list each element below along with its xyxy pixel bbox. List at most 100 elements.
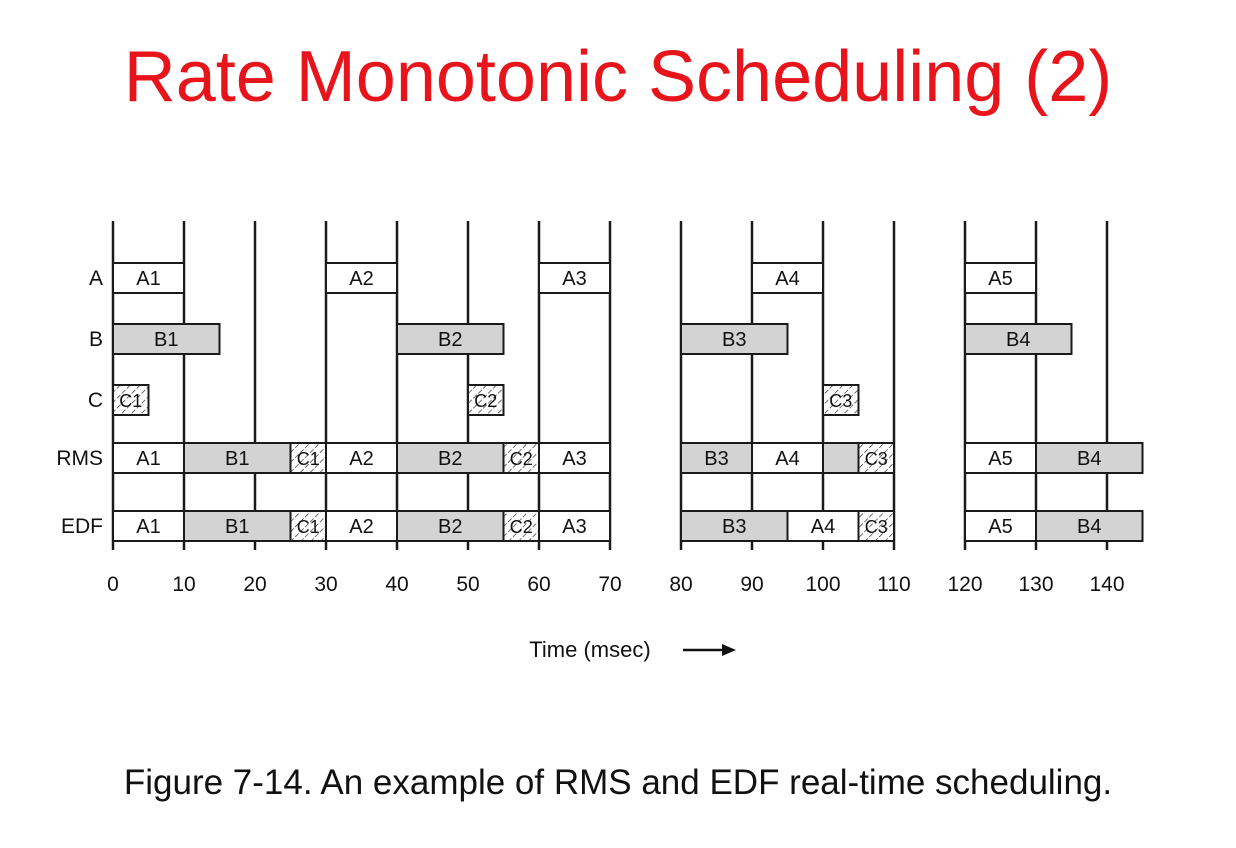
tick-label: 140	[1089, 573, 1124, 596]
x-axis-label: Time (msec)	[529, 637, 650, 662]
task-block-bar	[751, 442, 824, 474]
task-block-bar	[822, 384, 860, 416]
task-block-label: A3	[562, 268, 586, 290]
task-block-bar	[396, 510, 505, 542]
task-block-label: A3	[562, 516, 586, 538]
task-block: C3	[857, 442, 895, 474]
tick-label: 90	[740, 573, 763, 596]
task-block-bar	[396, 323, 505, 355]
task-block-bar	[289, 442, 327, 474]
tick-label: 40	[385, 573, 408, 596]
task-block-label: C3	[829, 391, 852, 411]
task-block: C2	[502, 510, 540, 542]
task-block: C1	[289, 442, 327, 474]
task-block-bar	[538, 442, 611, 474]
task-block-bar	[680, 510, 789, 542]
task-block: A3	[538, 510, 611, 542]
task-block-label: B1	[225, 516, 249, 538]
tick-label: 100	[805, 573, 840, 596]
task-block: A4	[786, 510, 860, 542]
tick-label: 10	[172, 573, 195, 596]
task-block-label: A1	[136, 516, 160, 538]
task-block-label: A1	[136, 268, 160, 290]
task-block: B3	[680, 510, 789, 542]
task-block-bar	[1035, 442, 1144, 474]
task-block: B4	[1035, 510, 1144, 542]
task-block: B2	[396, 510, 505, 542]
task-block-bar	[502, 442, 540, 474]
task-block: A2	[325, 510, 398, 542]
task-block-bar	[467, 384, 505, 416]
task-block: B1	[112, 323, 221, 355]
task-block: A4	[751, 442, 824, 474]
task-block: A1	[112, 442, 185, 474]
task-block-label: C2	[474, 391, 497, 411]
task-block-label: B4	[1077, 516, 1101, 538]
task-block-label: A2	[349, 516, 373, 538]
task-block-label: B2	[438, 448, 462, 470]
task-block-label: B1	[225, 448, 249, 470]
tick-label: 30	[314, 573, 337, 596]
task-block-bar	[786, 510, 860, 542]
task-block-bar	[857, 442, 895, 474]
task-block-label: B4	[1077, 448, 1101, 470]
task-block-label: C1	[119, 391, 142, 411]
row-label: EDF	[61, 515, 103, 538]
task-block: A3	[538, 442, 611, 474]
task-block: A1	[112, 262, 185, 294]
task-block-bar	[502, 510, 540, 542]
task-block: C2	[467, 384, 505, 416]
task-block-bar	[964, 323, 1073, 355]
task-block-bar	[680, 323, 789, 355]
row-label: B	[89, 328, 103, 351]
task-block-label: B3	[704, 448, 728, 470]
task-block-label: A2	[349, 268, 373, 290]
task-block-label: C2	[510, 449, 533, 469]
task-block-bar	[964, 262, 1037, 294]
task-block-label: C1	[297, 449, 320, 469]
task-block: C1	[112, 384, 150, 416]
task-block: A3	[538, 262, 611, 294]
task-block-label: B4	[1006, 329, 1030, 351]
tick-label: 60	[527, 573, 550, 596]
task-block: A1	[112, 510, 185, 542]
task-block-label: C3	[865, 449, 888, 469]
tick-label: 120	[947, 573, 982, 596]
time-ticks: 0 10 20 30 40 50 60 70 80 90 100 110 120 130 140	[107, 573, 1124, 596]
task-block-label: A4	[775, 268, 799, 290]
slide-title: Rate Monotonic Scheduling (2)	[123, 37, 1113, 117]
task-block: A2	[325, 262, 398, 294]
task-blocks: A1 A2 A3 A4 A5 B1 B2 B3 B4 C1 C2 C3 A1 B1 C1 A2 B2 C2 A3 B3…	[112, 262, 1144, 542]
tick-label: 50	[456, 573, 479, 596]
time-arrow-icon	[683, 644, 736, 656]
row-label: A	[89, 267, 103, 290]
task-block-label: A3	[562, 448, 586, 470]
task-block-label: B3	[722, 516, 746, 538]
tick-label: 80	[669, 573, 692, 596]
task-block: A2	[325, 442, 398, 474]
tick-label: 20	[243, 573, 266, 596]
task-block: B2	[396, 323, 505, 355]
task-block-label: A5	[988, 516, 1012, 538]
task-block-label: A5	[988, 448, 1012, 470]
task-block-label: C3	[865, 517, 888, 537]
task-block-bar	[751, 262, 824, 294]
task-block-label: C2	[510, 517, 533, 537]
task-block: A5	[964, 442, 1037, 474]
task-block: C3	[857, 510, 895, 542]
task-block-label: A2	[349, 448, 373, 470]
tick-label: 70	[598, 573, 621, 596]
task-block-bar	[538, 510, 611, 542]
task-block: C1	[289, 510, 327, 542]
row-label: C	[88, 389, 103, 412]
task-block: A4	[751, 262, 824, 294]
task-block: C2	[502, 442, 540, 474]
task-block: B3	[680, 323, 789, 355]
task-block-bar	[112, 262, 185, 294]
task-block-bar	[112, 323, 221, 355]
task-block-label: A4	[811, 516, 835, 538]
task-block-bar	[325, 262, 398, 294]
task-block-bar	[325, 442, 398, 474]
row-labels: A B C RMS EDF	[56, 267, 103, 538]
